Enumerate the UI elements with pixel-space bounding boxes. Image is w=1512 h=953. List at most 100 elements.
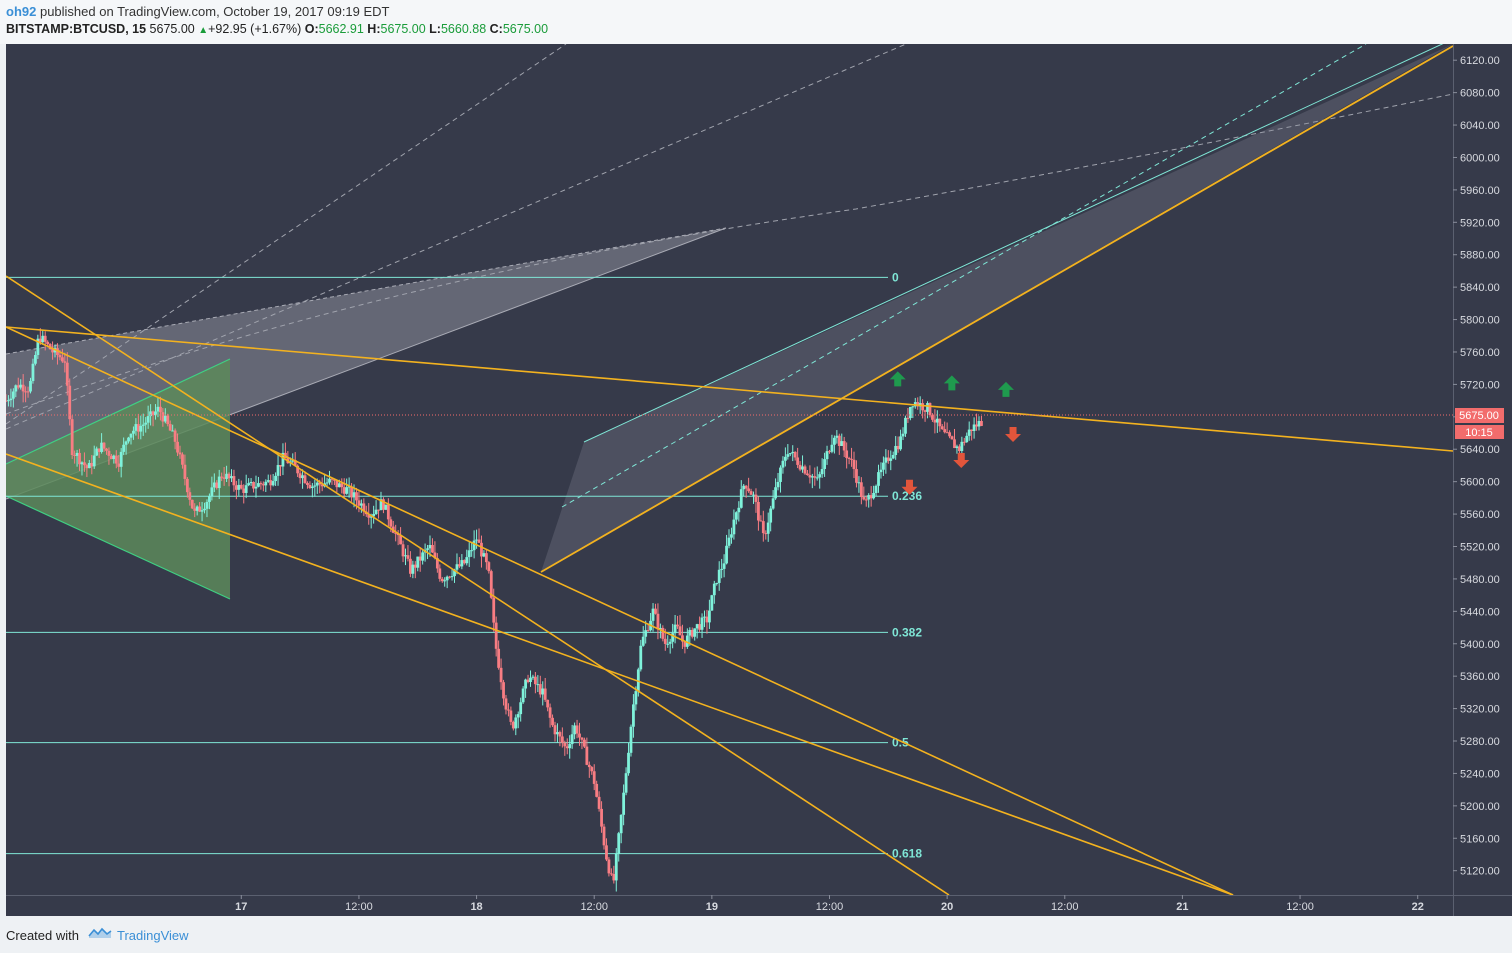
candle-body [46, 341, 50, 345]
candle-body [227, 473, 231, 479]
candle-body [837, 435, 841, 446]
candle-body [212, 482, 216, 488]
candle-body [163, 415, 167, 422]
price-tick-label: 5800.00 [1460, 315, 1500, 327]
candle-body [220, 476, 224, 478]
candle-body [600, 808, 603, 827]
high-label: H: [367, 22, 381, 36]
down-arrow-icon [953, 452, 970, 468]
candle-body [727, 537, 731, 546]
candle-body [16, 385, 20, 388]
candle-body [950, 436, 954, 440]
candle-body [668, 641, 672, 644]
candle-body [494, 622, 498, 649]
candle-body [357, 500, 361, 506]
candle-body [676, 624, 679, 627]
green-flag-lower [6, 495, 231, 600]
candle-body [352, 492, 356, 498]
candle-body [70, 419, 74, 455]
price-tick-label: 5360.00 [1460, 671, 1500, 683]
candle-body [337, 483, 341, 488]
candle-body [806, 473, 809, 476]
tradingview-link[interactable]: TradingView [117, 928, 189, 943]
candle-body [401, 544, 405, 557]
tradingview-logo-icon[interactable] [88, 926, 112, 940]
ohlc-legend: BITSTAMP:BTCUSD, 15 5675.00 ▲+92.95 (+1.… [6, 22, 548, 36]
gray-dashed-arc [6, 93, 1453, 415]
candle-body [355, 492, 358, 501]
candle-body [526, 679, 530, 683]
candle-body [151, 411, 155, 416]
candle-body [818, 474, 822, 478]
candle-body [845, 450, 849, 458]
candle-body [440, 578, 444, 582]
author-name[interactable]: oh92 [6, 4, 37, 19]
trend-line-3 [6, 326, 1234, 895]
candle-body [622, 792, 626, 815]
candle-body [462, 560, 466, 564]
candle-body [695, 624, 699, 629]
candle-body [453, 569, 456, 577]
low-label: L: [429, 22, 441, 36]
candle-body [671, 633, 675, 642]
candle-body [928, 403, 932, 416]
candle-body [269, 480, 273, 486]
candle-body [531, 676, 535, 678]
candle-body [9, 398, 13, 401]
candle-body [21, 384, 25, 392]
candle-body [97, 448, 101, 452]
candle-body [666, 643, 670, 645]
price-tick-label: 5760.00 [1460, 347, 1500, 359]
candle-body [14, 385, 18, 392]
time-axis[interactable]: 17 12:00 18 12:00 19 12:00 20 12:00 21 12:00 22 [235, 895, 1424, 913]
candle-body [114, 455, 118, 464]
candle-body [259, 483, 263, 485]
candle-body [597, 796, 601, 809]
candle-body [75, 452, 79, 456]
publish-info: oh92 published on TradingView.com, Octob… [6, 4, 390, 19]
trend-line-1 [6, 326, 1453, 452]
candle-body [92, 455, 96, 467]
candle-body [34, 354, 37, 364]
price-axis[interactable]: 6120.00 6080.00 6040.00 6000.00 5960.00 5920.… [1453, 55, 1500, 878]
candle-body [345, 487, 349, 494]
candle-body [823, 459, 826, 469]
candle-body [168, 424, 172, 431]
channel-mid-dashed [561, 44, 1367, 508]
candle-body [117, 463, 121, 467]
candle-body [105, 448, 108, 451]
candle-body [404, 555, 407, 557]
countdown-bg [1455, 425, 1504, 439]
candle-body [705, 616, 709, 623]
candle-body [249, 481, 253, 484]
candle-body [80, 462, 84, 465]
candle-body [850, 458, 853, 460]
candle-body [303, 475, 307, 483]
candle-body [732, 519, 736, 535]
trend-line-5 [540, 45, 1453, 573]
candle-body [38, 338, 42, 343]
candle-body [764, 533, 768, 535]
candle-body [835, 435, 839, 438]
candle-body [362, 503, 366, 512]
time-tick-label: 17 [235, 901, 247, 913]
candle-body [359, 503, 363, 506]
candle-body [511, 721, 515, 729]
candle-body [560, 736, 564, 743]
time-tick-label: 12:00 [580, 901, 608, 913]
candle-body [281, 452, 285, 467]
candle-body [739, 489, 743, 508]
candle-body [759, 520, 763, 522]
chart-area[interactable]: 0 0.236 0.382 0.5 0.618 6120.00 6080.00 6040.0… [6, 44, 1512, 916]
candle-body [502, 682, 505, 699]
symbol-label[interactable]: BITSTAMP:BTCUSD, 15 [6, 22, 147, 36]
candle-body [663, 638, 667, 644]
candle-body [408, 558, 412, 574]
candle-body [519, 702, 523, 715]
candle-body [938, 418, 942, 427]
candle-body [725, 545, 728, 564]
candle-body [225, 473, 228, 479]
price-tick-label: 5960.00 [1460, 185, 1500, 197]
fib-level-label: 0.236 [892, 489, 922, 503]
